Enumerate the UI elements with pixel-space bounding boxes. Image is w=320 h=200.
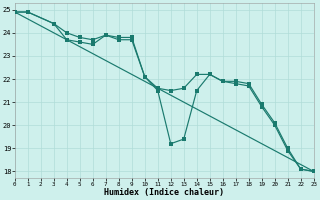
- X-axis label: Humidex (Indice chaleur): Humidex (Indice chaleur): [104, 188, 224, 197]
